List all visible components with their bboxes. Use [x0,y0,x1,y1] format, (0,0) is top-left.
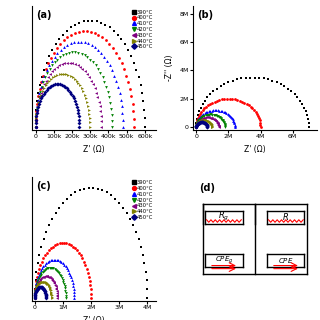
Text: (d): (d) [199,183,215,193]
Text: $CPE$: $CPE$ [278,256,294,265]
Text: (a): (a) [36,10,51,20]
Text: $CPE_g$: $CPE_g$ [215,255,233,266]
Text: $R$: $R$ [282,211,289,221]
X-axis label: Z' (Ω): Z' (Ω) [244,145,266,154]
Text: $R_g$: $R_g$ [218,210,229,223]
Y-axis label: -Z'' (Ω): -Z'' (Ω) [165,55,174,82]
Legend: 390°C, 400°C, 410°C, 420°C, 430°C, 440°C, 450°C: 390°C, 400°C, 410°C, 420°C, 430°C, 440°C… [132,9,153,50]
X-axis label: Z' (Ω): Z' (Ω) [83,145,105,154]
Legend: 390°C, 400°C, 410°C, 420°C, 430°C, 440°C, 450°C: 390°C, 400°C, 410°C, 420°C, 430°C, 440°C… [132,180,153,220]
Text: (c): (c) [36,181,51,191]
Text: (b): (b) [197,10,213,20]
X-axis label: Z' (Ω): Z' (Ω) [83,316,105,320]
